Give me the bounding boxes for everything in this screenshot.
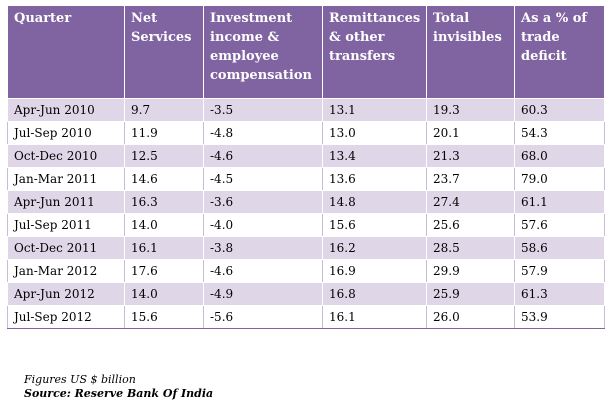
- cell-remittances: 16.1: [322, 305, 427, 329]
- cell-net-services: 12.5: [124, 144, 204, 168]
- cell-investment-income: -3.8: [203, 236, 323, 260]
- cell-quarter: Jan-Mar 2011: [7, 167, 125, 191]
- cell-total-invisibles: 26.0: [426, 305, 515, 329]
- cell-investment-income: -3.5: [203, 98, 323, 122]
- header-net-services: Net Services: [124, 5, 204, 99]
- cell-investment-income: -4.5: [203, 167, 323, 191]
- cell-pct-trade-deficit: 61.3: [514, 282, 605, 306]
- cell-total-invisibles: 23.7: [426, 167, 515, 191]
- header-row: Quarter Net Services Investment income &…: [7, 5, 605, 99]
- table-row: Jul-Sep 2011 14.0 -4.0 15.6 25.6 57.6: [7, 213, 605, 237]
- cell-investment-income: -4.6: [203, 144, 323, 168]
- cell-remittances: 13.0: [322, 121, 427, 145]
- header-quarter: Quarter: [7, 5, 125, 99]
- units-note: Figures US $ billion: [24, 373, 136, 386]
- cell-net-services: 15.6: [124, 305, 204, 329]
- cell-quarter: Jul-Sep 2011: [7, 213, 125, 237]
- invisibles-table: Quarter Net Services Investment income &…: [7, 5, 605, 329]
- cell-pct-trade-deficit: 79.0: [514, 167, 605, 191]
- cell-net-services: 17.6: [124, 259, 204, 283]
- cell-total-invisibles: 21.3: [426, 144, 515, 168]
- cell-investment-income: -3.6: [203, 190, 323, 214]
- cell-remittances: 14.8: [322, 190, 427, 214]
- cell-net-services: 9.7: [124, 98, 204, 122]
- table-row: Jan-Mar 2012 17.6 -4.6 16.9 29.9 57.9: [7, 259, 605, 283]
- header-total-invisibles: Total invisibles: [426, 5, 515, 99]
- table-row: Apr-Jun 2010 9.7 -3.5 13.1 19.3 60.3: [7, 98, 605, 122]
- cell-remittances: 13.6: [322, 167, 427, 191]
- cell-total-invisibles: 25.6: [426, 213, 515, 237]
- table-row: Jul-Sep 2012 15.6 -5.6 16.1 26.0 53.9: [7, 305, 605, 329]
- table-row: Apr-Jun 2011 16.3 -3.6 14.8 27.4 61.1: [7, 190, 605, 214]
- cell-net-services: 14.0: [124, 213, 204, 237]
- table-row: Jul-Sep 2010 11.9 -4.8 13.0 20.1 54.3: [7, 121, 605, 145]
- cell-pct-trade-deficit: 58.6: [514, 236, 605, 260]
- cell-pct-trade-deficit: 68.0: [514, 144, 605, 168]
- table-row: Jan-Mar 2011 14.6 -4.5 13.6 23.7 79.0: [7, 167, 605, 191]
- cell-net-services: 14.6: [124, 167, 204, 191]
- cell-quarter: Jul-Sep 2010: [7, 121, 125, 145]
- cell-quarter: Oct-Dec 2011: [7, 236, 125, 260]
- source-note: Source: Reserve Bank Of India: [24, 387, 214, 400]
- cell-remittances: 16.8: [322, 282, 427, 306]
- table-row: Oct-Dec 2011 16.1 -3.8 16.2 28.5 58.6: [7, 236, 605, 260]
- cell-total-invisibles: 29.9: [426, 259, 515, 283]
- cell-total-invisibles: 25.9: [426, 282, 515, 306]
- cell-pct-trade-deficit: 61.1: [514, 190, 605, 214]
- cell-investment-income: -5.6: [203, 305, 323, 329]
- cell-quarter: Apr-Jun 2012: [7, 282, 125, 306]
- cell-pct-trade-deficit: 57.9: [514, 259, 605, 283]
- cell-pct-trade-deficit: 60.3: [514, 98, 605, 122]
- cell-quarter: Apr-Jun 2011: [7, 190, 125, 214]
- table-row: Apr-Jun 2012 14.0 -4.9 16.8 25.9 61.3: [7, 282, 605, 306]
- cell-investment-income: -4.8: [203, 121, 323, 145]
- cell-total-invisibles: 20.1: [426, 121, 515, 145]
- header-investment-income: Investment income & employee compensatio…: [203, 5, 323, 99]
- cell-quarter: Apr-Jun 2010: [7, 98, 125, 122]
- cell-net-services: 16.3: [124, 190, 204, 214]
- cell-pct-trade-deficit: 54.3: [514, 121, 605, 145]
- cell-net-services: 11.9: [124, 121, 204, 145]
- cell-total-invisibles: 27.4: [426, 190, 515, 214]
- cell-remittances: 15.6: [322, 213, 427, 237]
- table-row: Oct-Dec 2010 12.5 -4.6 13.4 21.3 68.0: [7, 144, 605, 168]
- cell-pct-trade-deficit: 53.9: [514, 305, 605, 329]
- cell-investment-income: -4.9: [203, 282, 323, 306]
- cell-pct-trade-deficit: 57.6: [514, 213, 605, 237]
- cell-total-invisibles: 28.5: [426, 236, 515, 260]
- header-remittances: Remittances & other transfers: [322, 5, 427, 99]
- cell-remittances: 13.4: [322, 144, 427, 168]
- cell-remittances: 16.9: [322, 259, 427, 283]
- cell-quarter: Jan-Mar 2012: [7, 259, 125, 283]
- cell-net-services: 14.0: [124, 282, 204, 306]
- cell-remittances: 16.2: [322, 236, 427, 260]
- cell-investment-income: -4.0: [203, 213, 323, 237]
- cell-quarter: Oct-Dec 2010: [7, 144, 125, 168]
- header-pct-trade-deficit: As a % of trade deficit: [514, 5, 605, 99]
- cell-remittances: 13.1: [322, 98, 427, 122]
- cell-quarter: Jul-Sep 2012: [7, 305, 125, 329]
- cell-net-services: 16.1: [124, 236, 204, 260]
- cell-total-invisibles: 19.3: [426, 98, 515, 122]
- cell-investment-income: -4.6: [203, 259, 323, 283]
